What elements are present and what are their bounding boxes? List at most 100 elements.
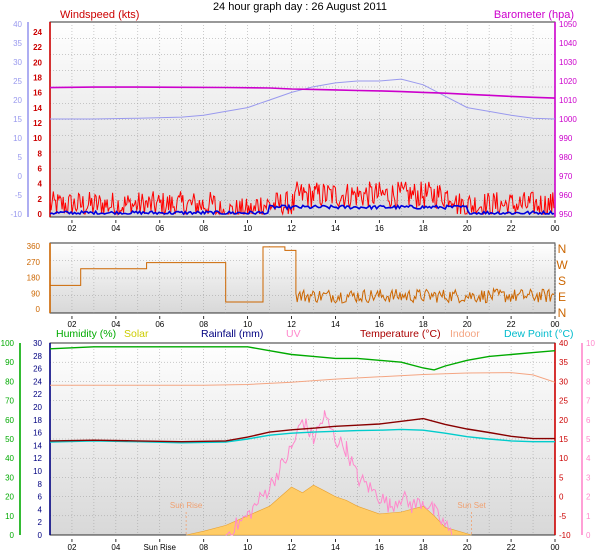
rain-tick: 28: [33, 352, 42, 361]
hour-tick-top: 10: [243, 224, 252, 233]
temperature-line-top: [50, 78, 556, 120]
hour-tick-mid: 14: [331, 320, 340, 329]
hour-tick-bottom: 14: [331, 543, 340, 552]
uv-tick: 8: [586, 377, 591, 386]
baro-tick: 1050: [559, 20, 577, 29]
wind-tick: 20: [33, 58, 42, 67]
rain-tick: 2: [38, 518, 43, 527]
hour-tick-mid: 22: [507, 320, 516, 329]
hour-tick-mid: 02: [68, 320, 77, 329]
uv-tick: 5: [586, 435, 591, 444]
legend-item: Temperature (°C): [360, 328, 441, 340]
hour-tick-bottom: 20: [463, 543, 472, 552]
temp-tick-right: 0: [559, 493, 564, 502]
dir-tick: 360: [27, 242, 41, 251]
temp-tick: 35: [13, 39, 22, 48]
hour-tick-bottom: 12: [287, 543, 296, 552]
hour-tick-bottom: 02: [68, 543, 77, 552]
wind-tick: 16: [33, 89, 42, 98]
rain-tick: 30: [33, 339, 42, 348]
legend-item: Humidity (%): [56, 328, 116, 340]
temp-tick-right: -10: [559, 531, 571, 540]
humidity-tick: 60: [5, 416, 14, 425]
compass-label: E: [558, 290, 566, 304]
temp-tick: 30: [13, 58, 22, 67]
temp-tick-right: 35: [559, 358, 568, 367]
wind-grid: [49, 22, 556, 217]
humidity-tick: 50: [5, 435, 14, 444]
uv-tick: 6: [586, 416, 591, 425]
baro-tick: 1020: [559, 77, 577, 86]
humidity-tick: 70: [5, 397, 14, 406]
temp-tick: 25: [13, 77, 22, 86]
rain-tick: 18: [33, 416, 42, 425]
temp-tick-right: -5: [559, 512, 567, 521]
humidity-tick: 20: [5, 493, 14, 502]
rain-tick: 22: [33, 390, 42, 399]
legend-item: Solar: [124, 328, 149, 340]
wind-gust-line: [49, 181, 555, 216]
wind-tick: 4: [38, 180, 43, 189]
hour-tick-top: 16: [375, 224, 384, 233]
wind-tick: 14: [33, 104, 42, 113]
hour-tick-top: 22: [507, 224, 516, 233]
compass-label: N: [558, 306, 567, 320]
hour-tick-bottom: 08: [199, 543, 208, 552]
hour-tick-bottom: 04: [111, 543, 120, 552]
hour-tick-top: 04: [111, 224, 120, 233]
temp-tick: 15: [13, 115, 22, 124]
hour-tick-top: 00: [551, 224, 560, 233]
hour-tick-top: 12: [287, 224, 296, 233]
humidity-tick: 10: [5, 512, 14, 521]
wind-tick: 2: [38, 195, 43, 204]
baro-axis-title: Barometer (hpa): [494, 9, 574, 21]
temp-tick-right: 40: [559, 339, 568, 348]
humidity-tick: 40: [5, 454, 14, 463]
hour-tick-bottom: Sun Rise: [144, 543, 177, 552]
temp-tick: 40: [13, 20, 22, 29]
hour-tick-mid: 08: [199, 320, 208, 329]
hour-tick-mid: 16: [375, 320, 384, 329]
temp-tick: -5: [15, 191, 23, 200]
temp-tick-right: 30: [559, 377, 568, 386]
temp-tick: 10: [13, 134, 22, 143]
wind-tick: 22: [33, 43, 42, 52]
humidity-tick: 0: [10, 531, 15, 540]
baro-tick: 980: [559, 153, 573, 162]
hour-tick-top: 20: [463, 224, 472, 233]
wind-tick: 10: [33, 134, 42, 143]
uv-line: [225, 410, 453, 536]
rain-tick: 8: [38, 480, 43, 489]
uv-tick: 0: [586, 531, 591, 540]
hour-tick-bottom: 16: [375, 543, 384, 552]
wind-tick: 12: [33, 119, 42, 128]
wind-axis-title: Windspeed (kts): [60, 9, 139, 21]
indoor-line: [50, 372, 556, 386]
wind-tick: 0: [38, 210, 43, 219]
uv-tick: 10: [586, 339, 595, 348]
rain-tick: 6: [38, 493, 43, 502]
baro-tick: 1010: [559, 96, 577, 105]
hour-tick-mid: 10: [243, 320, 252, 329]
temp-tick-right: 5: [559, 473, 564, 482]
wind-tick: 18: [33, 74, 42, 83]
humidity-line: [49, 346, 556, 371]
humidity-tick: 100: [1, 339, 15, 348]
uv-tick: 3: [586, 473, 591, 482]
wind-tick: 6: [38, 165, 43, 174]
hour-tick-mid: 20: [463, 320, 472, 329]
baro-tick: 950: [559, 210, 573, 219]
temp-tick: 5: [18, 153, 23, 162]
dir-tick: 0: [36, 305, 41, 314]
temp-tick: 20: [13, 96, 22, 105]
hour-tick-bottom: 18: [419, 543, 428, 552]
baro-tick: 1000: [559, 115, 577, 124]
rain-tick: 4: [38, 505, 43, 514]
dir-tick: 270: [27, 258, 41, 267]
temp-tick-right: 25: [559, 397, 568, 406]
uv-tick: 1: [586, 512, 591, 521]
wind-tick: 8: [38, 149, 43, 158]
hour-tick-mid: 18: [419, 320, 428, 329]
baro-tick: 1040: [559, 39, 577, 48]
rain-tick: 0: [38, 531, 43, 540]
